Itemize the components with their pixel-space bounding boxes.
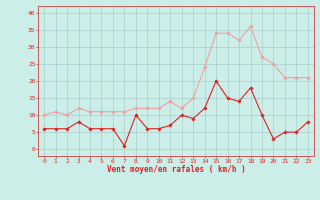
X-axis label: Vent moyen/en rafales ( km/h ): Vent moyen/en rafales ( km/h ): [107, 165, 245, 174]
